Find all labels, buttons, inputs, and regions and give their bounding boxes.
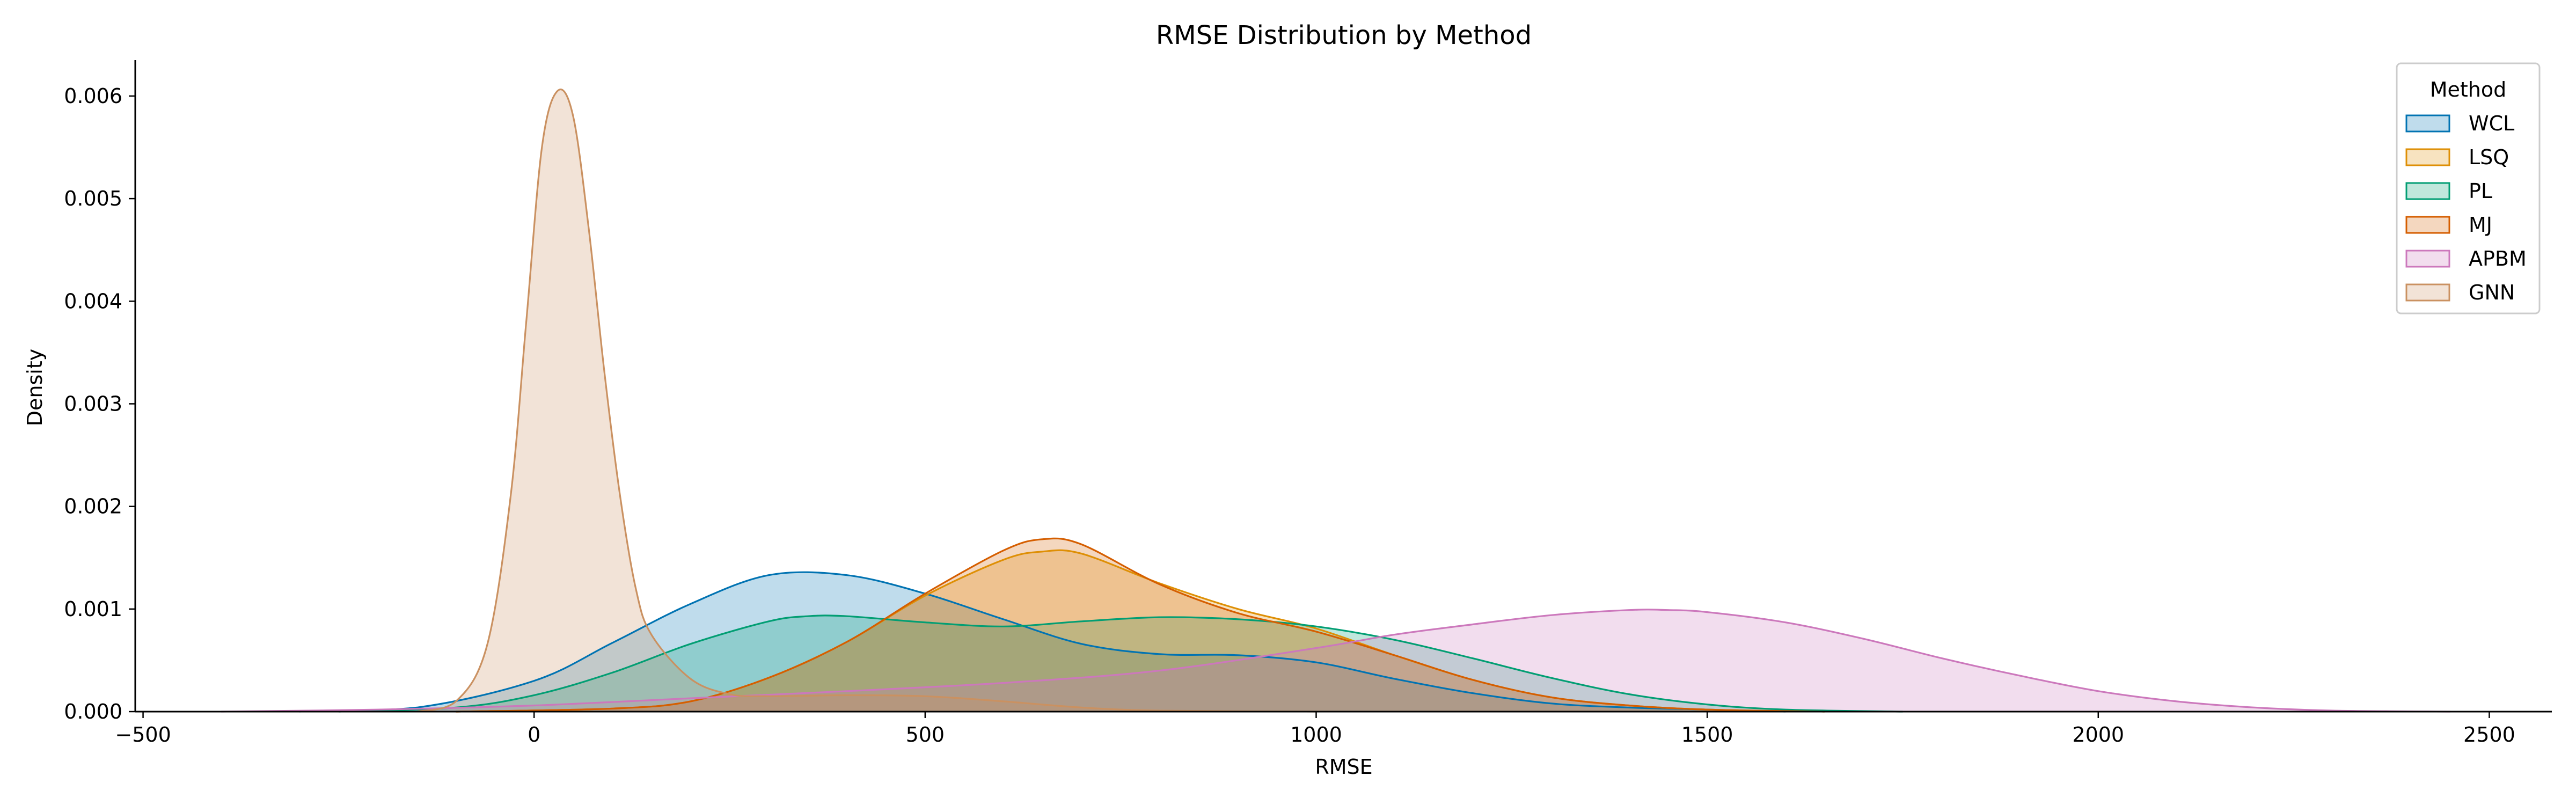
density-area-wcl — [299, 572, 1785, 712]
density-line-gnn — [416, 89, 1316, 713]
plot-areas — [221, 89, 2450, 712]
x-tick-label: 1000 — [1290, 723, 1342, 747]
y-ticks: 0.000 0.001 0.002 0.003 0.004 0.005 0.006 — [64, 84, 135, 723]
x-tick-label: 1500 — [1681, 723, 1733, 747]
density-area-gnn — [416, 89, 1316, 712]
legend-item-wcl: WCL — [2405, 112, 2514, 135]
density-line-mj — [456, 537, 1825, 713]
legend-swatch — [2405, 182, 2450, 200]
chart-title: RMSE Distribution by Method — [1156, 20, 1532, 50]
legend-swatch — [2405, 114, 2450, 133]
x-tick-label: −500 — [115, 723, 171, 747]
plot-lines — [221, 89, 2450, 713]
y-tick-label: 0.005 — [64, 187, 122, 210]
x-tick-label: 2000 — [2072, 723, 2124, 747]
density-line-pl — [338, 614, 1903, 713]
y-tick-label: 0.006 — [64, 84, 122, 108]
legend-label: PL — [2469, 179, 2492, 203]
legend-label: LSQ — [2469, 145, 2509, 169]
legend-items: WCL LSQ PL MJ APBM GNN — [2405, 112, 2527, 304]
y-tick-label: 0.000 — [64, 700, 122, 723]
y-tick-label: 0.001 — [64, 597, 122, 621]
legend-item-lsq: LSQ — [2405, 145, 2509, 169]
x-ticks: −500 0 500 1000 1500 2000 2500 — [115, 712, 2515, 747]
legend-label: WCL — [2469, 112, 2514, 135]
legend-label: MJ — [2469, 213, 2492, 237]
density-area-pl — [338, 615, 1903, 712]
x-tick-label: 500 — [906, 723, 945, 747]
density-area-mj — [456, 538, 1825, 712]
legend: Method WCL LSQ PL MJ APBM GNN — [2396, 62, 2541, 314]
x-axis-title: RMSE — [1315, 755, 1372, 779]
legend-item-apbm: APBM — [2405, 247, 2527, 270]
y-axis-title: Density — [23, 349, 47, 426]
legend-swatch — [2405, 250, 2450, 268]
legend-label: APBM — [2469, 247, 2527, 270]
y-tick-label: 0.003 — [64, 392, 122, 415]
x-tick-label: 2500 — [2463, 723, 2515, 747]
density-line-wcl — [299, 571, 1785, 713]
legend-swatch — [2405, 148, 2450, 166]
legend-item-gnn: GNN — [2405, 281, 2515, 304]
density-line-apbm — [221, 609, 2450, 713]
y-tick-label: 0.004 — [64, 289, 122, 313]
legend-swatch — [2405, 216, 2450, 234]
y-tick-label: 0.002 — [64, 495, 122, 518]
x-tick-label: 0 — [528, 723, 540, 747]
legend-item-mj: MJ — [2405, 213, 2492, 237]
density-area-apbm — [221, 609, 2450, 712]
legend-title: Method — [2430, 78, 2507, 101]
legend-label: GNN — [2469, 281, 2515, 304]
legend-swatch — [2405, 283, 2450, 302]
density-area-lsq — [456, 550, 1825, 712]
legend-item-pl: PL — [2405, 179, 2492, 203]
